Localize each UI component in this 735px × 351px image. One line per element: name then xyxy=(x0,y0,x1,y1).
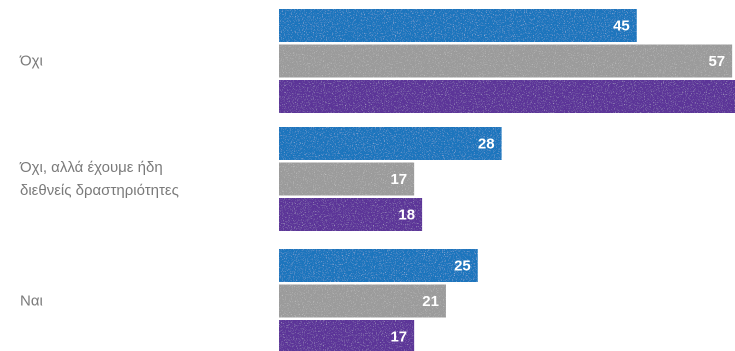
category-label: Όχι xyxy=(20,52,43,70)
bar xyxy=(279,80,735,113)
bar xyxy=(279,127,502,160)
category-label: Όχι, αλλά έχουμε ήδη διεθνείς δραστηριότ… xyxy=(20,159,179,199)
bar-group: 455762281718252117 xyxy=(279,9,735,351)
bar xyxy=(279,249,478,282)
bar xyxy=(279,198,423,231)
bar xyxy=(279,320,415,351)
bar-value-label: 18 xyxy=(398,207,415,224)
bar-value-label: 25 xyxy=(454,258,471,275)
bar xyxy=(279,9,637,42)
bar xyxy=(279,162,415,196)
bar xyxy=(279,44,733,78)
bar-value-label: 45 xyxy=(613,18,630,35)
bar-value-label: 57 xyxy=(708,53,725,70)
bar-value-label: 28 xyxy=(478,136,495,153)
bar-value-label: 17 xyxy=(390,329,407,346)
bar-value-label: 17 xyxy=(390,171,407,188)
bar xyxy=(279,284,446,318)
category-label: Ναι xyxy=(20,292,43,310)
bar-value-label: 21 xyxy=(422,293,439,310)
